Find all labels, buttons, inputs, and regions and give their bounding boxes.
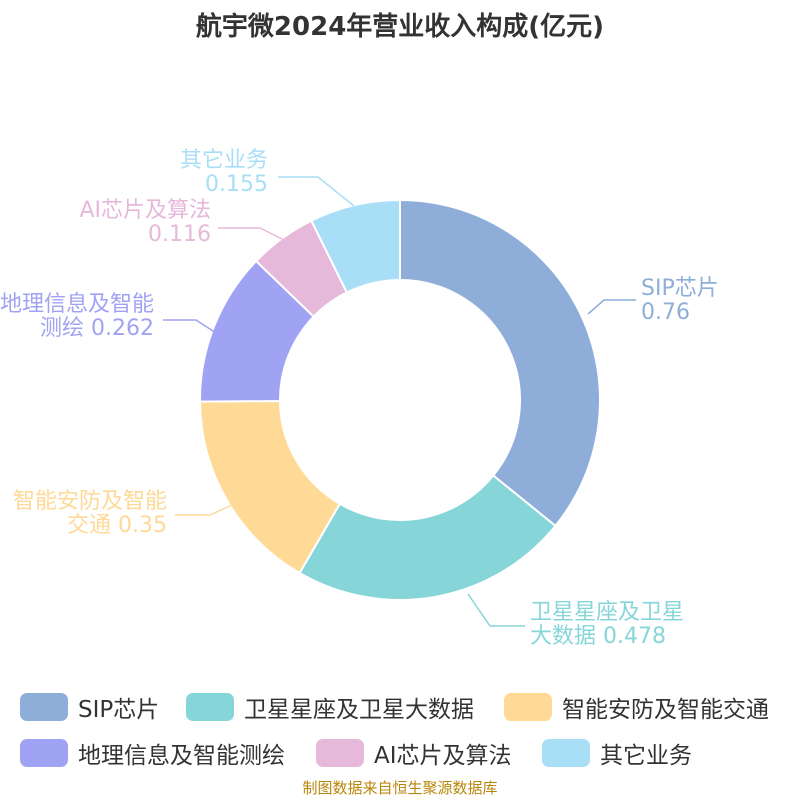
data-label-0: SIP芯片 0.76 [641, 276, 719, 325]
donut-chart: SIP芯片 0.76 卫星星座及卫星大数据 0.478 智能安防及智能交通 0.35 地… [0, 148, 719, 649]
legend-swatch-geo [20, 739, 68, 767]
legend-label-satellite: 卫星星座及卫星大数据 [244, 697, 474, 723]
label-leader-line-4 [218, 227, 285, 241]
legend-swatch-sip [20, 693, 68, 721]
label-leader-line-2 [175, 504, 233, 516]
data-label-5: 其它业务 0.155 [180, 148, 268, 197]
data-label-1: 卫星星座及卫星大数据 0.478 [530, 600, 684, 649]
source-note: 制图数据来自恒生聚源数据库 [302, 779, 498, 797]
donut-slice-5[interactable] [310, 198, 401, 294]
donut-slice-0[interactable] [399, 198, 601, 528]
data-label-3: 地理信息及智能测绘 0.262 [0, 292, 154, 341]
legend-item-geo[interactable]: 地理信息及智能测绘 [20, 738, 285, 769]
legend-item-security[interactable]: 智能安防及智能交通 [504, 692, 769, 723]
legend-item-sip[interactable]: SIP芯片 [20, 692, 160, 723]
legend-label-other: 其它业务 [600, 743, 692, 769]
label-leader-line-3 [163, 319, 217, 334]
legend-swatch-other [542, 739, 590, 767]
chart-title: 航宇微2024年营业收入构成(亿元) [195, 12, 605, 42]
legend-item-ai[interactable]: AI芯片及算法 [316, 738, 512, 769]
legend-item-satellite[interactable]: 卫星星座及卫星大数据 [186, 692, 474, 723]
donut-slice-1[interactable] [298, 474, 557, 601]
legend-label-ai: AI芯片及算法 [374, 743, 512, 769]
legend-swatch-ai [316, 739, 364, 767]
legend-swatch-satellite [186, 693, 234, 721]
data-label-4: AI芯片及算法 0.116 [79, 198, 211, 247]
data-label-2: 智能安防及智能交通 0.35 [13, 489, 167, 538]
legend-swatch-security [504, 693, 552, 721]
label-leader-line-5 [278, 176, 355, 207]
legend-label-geo: 地理信息及智能测绘 [78, 743, 285, 769]
label-leader-line-0 [587, 299, 636, 315]
label-leader-line-1 [467, 593, 525, 627]
legend-label-sip: SIP芯片 [78, 697, 160, 723]
legend-label-security: 智能安防及智能交通 [562, 697, 769, 723]
legend-item-other[interactable]: 其它业务 [542, 738, 692, 769]
